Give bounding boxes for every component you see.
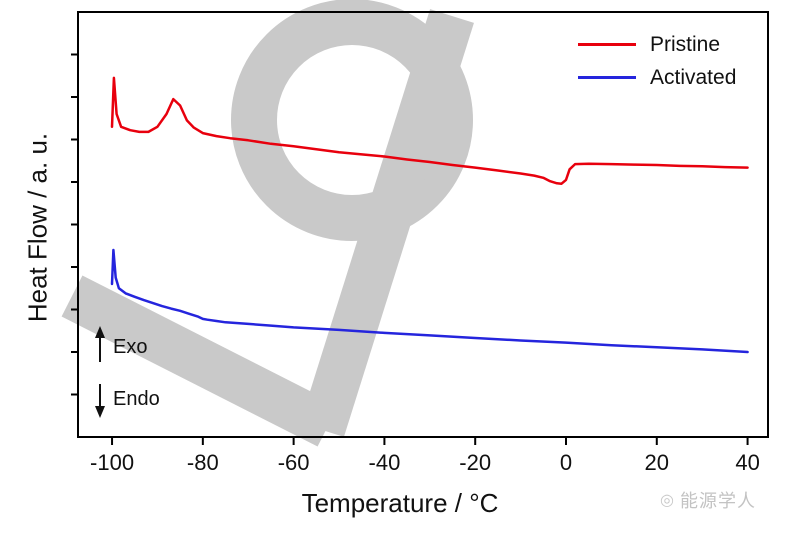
x-tick-label: -100 <box>90 450 134 475</box>
legend-line-pristine <box>578 43 636 46</box>
legend-label-pristine: Pristine <box>650 32 721 56</box>
series-lines <box>110 76 749 354</box>
y-axis-label: Heat Flow / a. u. <box>22 132 53 323</box>
legend-line-activated <box>578 76 636 79</box>
x-tick-label: -20 <box>459 450 491 475</box>
x-tick-label: 0 <box>560 450 572 475</box>
legend-item-pristine: Pristine <box>578 28 736 61</box>
legend: Pristine Activated <box>578 28 736 94</box>
exo-up-arrow-icon <box>95 326 105 338</box>
legend-item-activated: Activated <box>578 61 736 94</box>
aperture-icon: ◎ <box>660 492 675 509</box>
x-tick-label: 20 <box>645 450 669 475</box>
brand-watermark-text: 能源学人 <box>679 491 756 511</box>
x-tick-label: -60 <box>278 450 310 475</box>
x-tick-label: -80 <box>187 450 219 475</box>
exo-endo-annotation: Exo Endo <box>95 326 160 418</box>
series-line-activated <box>110 248 749 354</box>
x-tick-label: -40 <box>369 450 401 475</box>
exo-label: Exo <box>113 336 147 358</box>
endo-down-arrow-icon <box>95 406 105 418</box>
x-axis-label: Temperature / °C <box>301 488 499 518</box>
x-tick-label: 40 <box>735 450 759 475</box>
series-line-pristine <box>110 76 749 185</box>
axis-ticks: -100 -80 -60 -40 -20 0 20 40 <box>71 53 760 475</box>
watermark-logo-shape <box>61 0 474 447</box>
brand-watermark: ◎ 能源学人 <box>660 487 756 513</box>
endo-label: Endo <box>113 388 160 410</box>
legend-label-activated: Activated <box>650 65 737 89</box>
